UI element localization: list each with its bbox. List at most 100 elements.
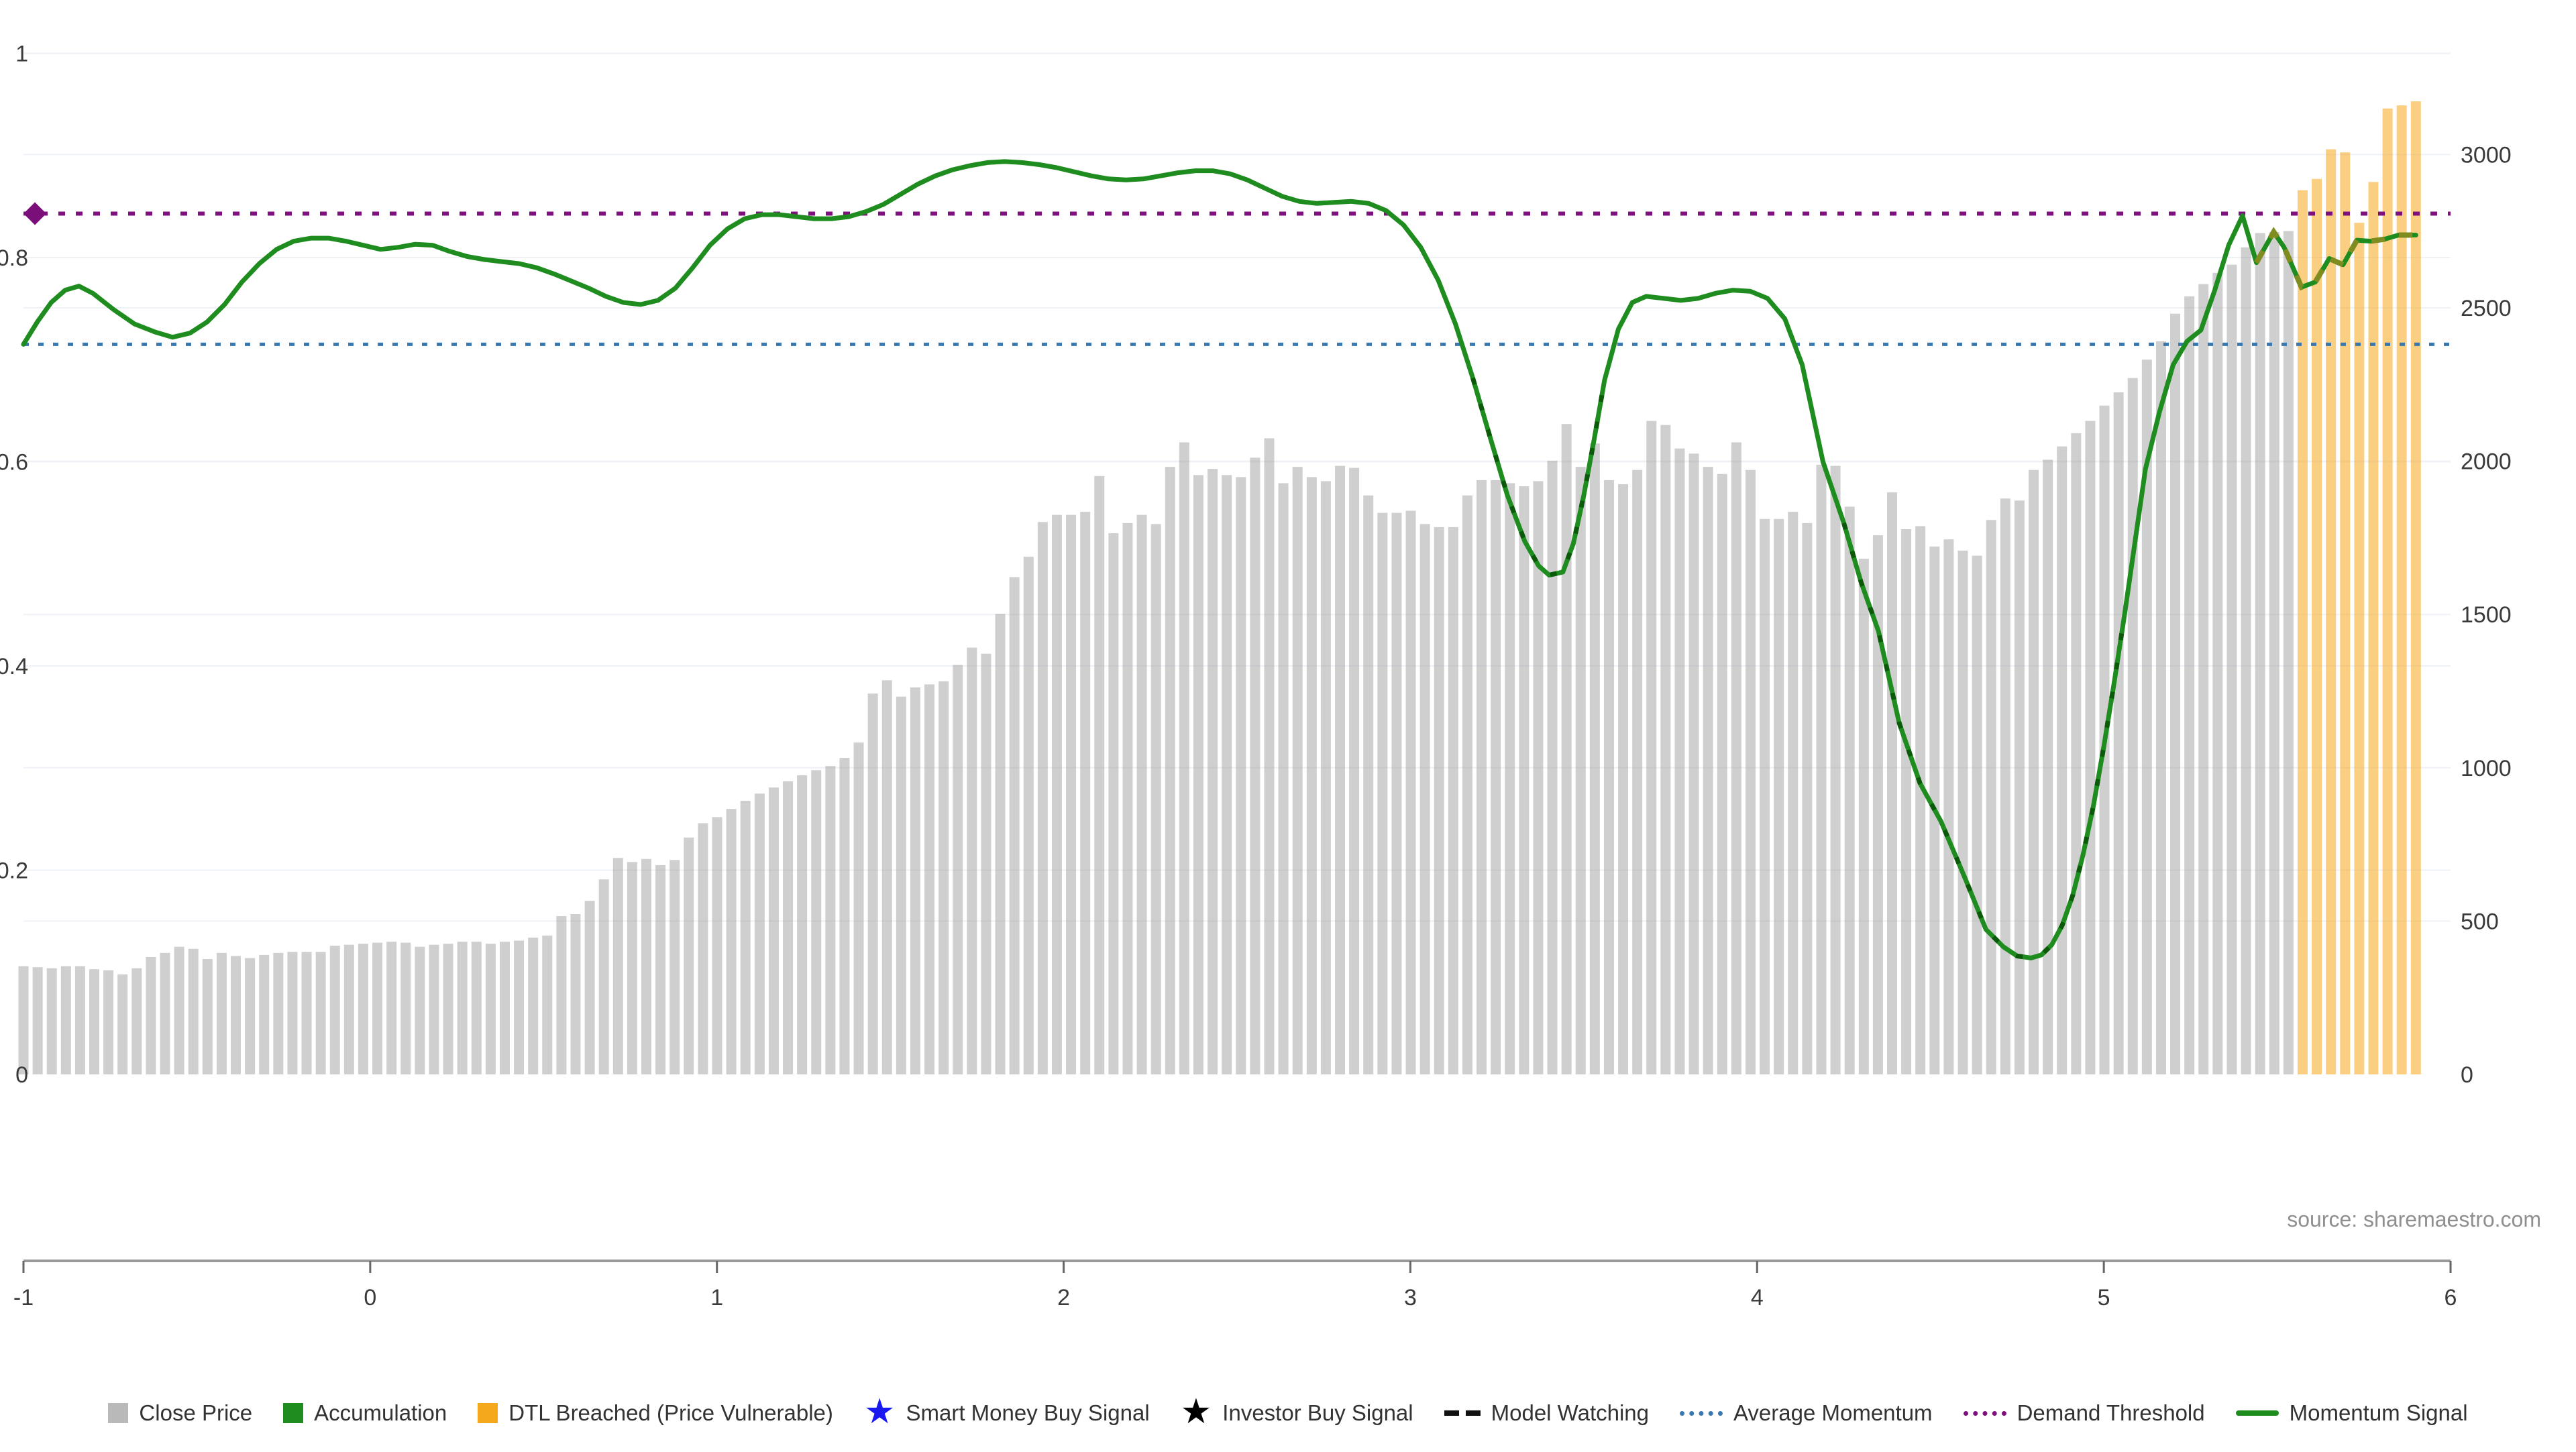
y-left-tick-label: 0.8 xyxy=(0,245,28,271)
close-price-bar xyxy=(2226,264,2237,1075)
close-price-bar xyxy=(2085,421,2096,1074)
close-price-bar xyxy=(1491,480,1501,1074)
close-price-bar xyxy=(2071,433,2082,1074)
legend-label: Momentum Signal xyxy=(2289,1400,2468,1425)
close-price-bar xyxy=(1122,522,1133,1074)
close-price-bar xyxy=(627,862,637,1074)
x-tick-label: 6 xyxy=(2445,1285,2457,1310)
close-price-bar xyxy=(924,684,935,1074)
close-price-bar xyxy=(2113,392,2124,1074)
close-price-bar xyxy=(2269,231,2279,1074)
accumulation-swatch-icon xyxy=(283,1403,304,1423)
close-price-bar xyxy=(443,944,453,1074)
close-price-bar xyxy=(542,935,553,1074)
close-price-bar xyxy=(1349,467,1360,1074)
close-price-bar xyxy=(1957,550,1968,1074)
close-price-bar xyxy=(1208,469,1218,1074)
close-price-bar xyxy=(783,781,794,1074)
close-price-bar xyxy=(2170,313,2181,1074)
close-price-bar xyxy=(2241,247,2251,1074)
close-price-bar xyxy=(1915,526,1926,1074)
close-price-bar xyxy=(358,944,368,1074)
close-price-bar xyxy=(1745,469,1756,1074)
close-price-bar xyxy=(1179,442,1189,1074)
y-right-tick-label: 500 xyxy=(2461,909,2499,934)
close-price-bar xyxy=(1717,473,1727,1074)
smart-money-star-icon: ★ xyxy=(863,1392,896,1431)
close-price-swatch-icon xyxy=(108,1403,129,1423)
close-price-bar xyxy=(2127,378,2138,1074)
close-price-bar xyxy=(612,858,623,1074)
close-price-bar xyxy=(1774,518,1784,1074)
close-price-bar xyxy=(273,952,284,1074)
close-price-bar xyxy=(754,793,765,1074)
close-price-bar xyxy=(188,948,199,1074)
close-price-bar xyxy=(2014,500,2025,1074)
demand-threshold-diamond-icon xyxy=(23,202,47,225)
close-price-bar xyxy=(1335,465,1346,1074)
close-price-bar xyxy=(584,901,595,1074)
close-price-bar xyxy=(415,946,425,1074)
close-price-bar xyxy=(896,696,906,1074)
close-price-bar xyxy=(329,946,340,1074)
close-price-bar xyxy=(1505,483,1515,1074)
legend-item-demand-threshold[interactable]: Demand Threshold xyxy=(1963,1400,2205,1426)
legend-label: DTL Breached (Price Vulnerable) xyxy=(508,1400,833,1425)
close-price-bar xyxy=(1575,467,1586,1074)
y-left-tick-label: 1 xyxy=(15,42,28,67)
close-price-bar xyxy=(2029,469,2039,1074)
close-price-bar xyxy=(910,687,920,1074)
y-left-tick-label: 0.2 xyxy=(0,858,28,884)
legend-label: Demand Threshold xyxy=(2017,1400,2205,1425)
legend-item-close-price[interactable]: Close Price xyxy=(108,1400,252,1426)
close-price-bar xyxy=(18,966,29,1074)
legend-label: Close Price xyxy=(139,1400,253,1425)
close-price-bar xyxy=(1405,510,1416,1074)
legend-item-model-watching[interactable]: Model Watching xyxy=(1444,1400,1649,1426)
legend-item-investor-buy[interactable]: ★ Investor Buy Signal xyxy=(1181,1394,1413,1429)
close-price-bar xyxy=(995,614,1006,1074)
close-price-bar xyxy=(712,817,722,1074)
legend-item-dtl-breached[interactable]: DTL Breached (Price Vulnerable) xyxy=(478,1400,833,1426)
close-price-bar xyxy=(103,970,114,1074)
close-price-bar xyxy=(1632,469,1643,1074)
close-price-bar xyxy=(146,956,156,1074)
y-right-tick-label: 1000 xyxy=(2461,756,2512,781)
close-price-bar xyxy=(131,968,142,1074)
close-price-bar xyxy=(1377,512,1388,1074)
x-tick-label: 3 xyxy=(1404,1285,1417,1310)
legend-item-average-momentum[interactable]: Average Momentum xyxy=(1680,1400,1933,1426)
legend-item-momentum-signal[interactable]: Momentum Signal xyxy=(2235,1400,2468,1426)
source-note: source: sharemaestro.com xyxy=(2287,1207,2541,1231)
close-price-bar xyxy=(1066,514,1077,1074)
close-price-bar xyxy=(1108,533,1119,1074)
dtl-breached-bar xyxy=(2354,223,2365,1074)
close-price-bar xyxy=(1165,467,1175,1074)
model-watching-line xyxy=(1841,522,2127,960)
legend-item-accumulation[interactable]: Accumulation xyxy=(283,1400,447,1426)
close-price-bar xyxy=(726,809,737,1074)
close-price-bar xyxy=(2141,359,2152,1074)
close-price-bar xyxy=(655,864,666,1074)
average-momentum-dotted-icon xyxy=(1680,1410,1723,1416)
close-price-bar xyxy=(372,942,383,1074)
close-price-bar xyxy=(1278,483,1289,1074)
close-price-bar xyxy=(598,879,609,1074)
close-price-bar xyxy=(2198,284,2209,1075)
x-tick-label: 5 xyxy=(2098,1285,2110,1310)
close-price-bar xyxy=(825,766,836,1074)
model-watching-dash-icon xyxy=(1444,1410,1481,1416)
close-price-bar xyxy=(259,954,270,1074)
close-price-bar xyxy=(400,942,411,1074)
close-price-bar xyxy=(1603,480,1614,1074)
dtl-breached-bar xyxy=(2297,190,2308,1074)
demand-threshold-dotted-icon xyxy=(1963,1410,2006,1416)
close-price-bar xyxy=(1023,557,1034,1074)
close-price-bar xyxy=(698,823,708,1074)
y-right-tick-label: 0 xyxy=(2461,1062,2473,1088)
close-price-bar xyxy=(1193,475,1203,1074)
close-price-bar xyxy=(1674,448,1685,1074)
legend-item-smart-money[interactable]: ★ Smart Money Buy Signal xyxy=(863,1392,1150,1431)
